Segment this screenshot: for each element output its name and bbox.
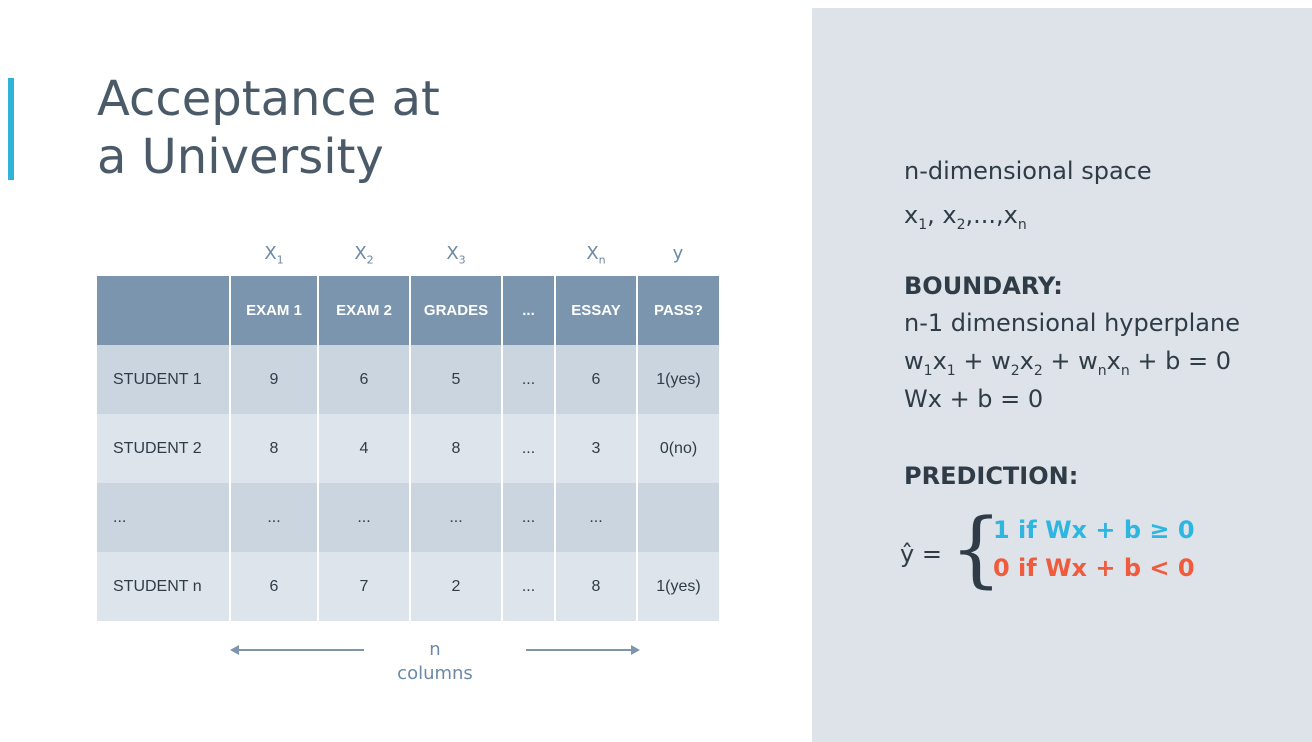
table-cell: ... — [501, 345, 555, 414]
table-row: ... ... ... ... ... ... — [97, 483, 719, 552]
table-cell — [636, 483, 719, 552]
matrix-equation: Wx + b = 0 — [904, 385, 1044, 413]
table-cell: 2 — [409, 552, 502, 621]
table-cell: ... — [501, 414, 555, 483]
table-cell: 6 — [229, 552, 318, 621]
arrow-line-left — [236, 649, 364, 651]
accent-bar — [8, 78, 14, 180]
boundary-heading: BOUNDARY: — [904, 272, 1063, 300]
table-cell: ... — [317, 483, 410, 552]
table-cell: 8 — [409, 414, 502, 483]
column-header-exam-1: EXAM 1 — [229, 276, 318, 345]
yhat-label: ŷ = — [900, 540, 942, 568]
table-row: STUDENT 1 9 6 5 ... 6 1(yes) — [97, 345, 719, 414]
arrow-line-right — [526, 649, 634, 651]
table-cell: 0(no) — [636, 414, 719, 483]
table-cell: 6 — [554, 345, 637, 414]
table-row: STUDENT 2 8 4 8 ... 3 0(no) — [97, 414, 719, 483]
prediction-heading: PREDICTION: — [904, 462, 1079, 490]
column-header-exam-2: EXAM 2 — [317, 276, 410, 345]
table-cell: 8 — [229, 414, 318, 483]
title-line-2: a University — [97, 129, 384, 185]
row-label: STUDENT 1 — [97, 345, 230, 414]
arrow-right-icon — [631, 645, 640, 655]
table-cell: 6 — [317, 345, 410, 414]
row-label: STUDENT n — [97, 552, 230, 621]
table-cell: 7 — [317, 552, 410, 621]
data-table: EXAM 1 EXAM 2 GRADES ... ESSAY PASS? STU… — [97, 276, 719, 621]
table-cell: 9 — [229, 345, 318, 414]
table-cell: 4 — [317, 414, 410, 483]
variable-label-x2: X2 — [354, 243, 374, 267]
table-cell: 3 — [554, 414, 637, 483]
variable-list: x1, x2,...,xn — [904, 201, 1027, 233]
variable-label-xn: Xn — [586, 243, 606, 267]
brace-icon: { — [950, 502, 1003, 597]
negative-case: 0 if Wx + b < 0 — [993, 554, 1195, 582]
table-cell: ... — [501, 552, 555, 621]
positive-case: 1 if Wx + b ≥ 0 — [993, 516, 1195, 544]
table-cell: 8 — [554, 552, 637, 621]
row-label: ... — [97, 483, 230, 552]
row-label: STUDENT 2 — [97, 414, 230, 483]
title-line-1: Acceptance at — [97, 71, 440, 127]
space-label: n-dimensional space — [904, 157, 1152, 185]
side-panel: n-dimensional space x1, x2,...,xn BOUNDA… — [812, 8, 1312, 742]
column-header-pass: PASS? — [636, 276, 719, 345]
table-cell: ... — [501, 483, 555, 552]
column-header-essay: ESSAY — [554, 276, 637, 345]
table-cell: 5 — [409, 345, 502, 414]
columns-label: n columns — [397, 639, 473, 684]
table-cell: ... — [554, 483, 637, 552]
column-header-blank — [97, 276, 230, 345]
table-row: STUDENT n 6 7 2 ... 8 1(yes) — [97, 552, 719, 621]
boundary-equation: w1x1 + w2x2 + wnxn + b = 0 — [904, 347, 1231, 379]
table-cell: ... — [229, 483, 318, 552]
table-cell: ... — [409, 483, 502, 552]
prediction-formula: ŷ = { 1 if Wx + b ≥ 0 0 if Wx + b < 0 — [900, 506, 1280, 598]
columns-caption: n columns — [230, 638, 640, 684]
boundary-description: n-1 dimensional hyperplane — [904, 309, 1240, 337]
slide-title: Acceptance at a University — [97, 70, 440, 186]
table-header-row: EXAM 1 EXAM 2 GRADES ... ESSAY PASS? — [97, 276, 719, 345]
column-header-grades: GRADES — [409, 276, 502, 345]
variable-label-x3: X3 — [446, 243, 466, 267]
table-cell: 1(yes) — [636, 552, 719, 621]
arrow-left-icon — [230, 645, 239, 655]
column-header-ellipsis: ... — [501, 276, 555, 345]
variable-label-x1: X1 — [264, 243, 284, 267]
table-cell: 1(yes) — [636, 345, 719, 414]
variable-label-y: y — [672, 243, 684, 264]
